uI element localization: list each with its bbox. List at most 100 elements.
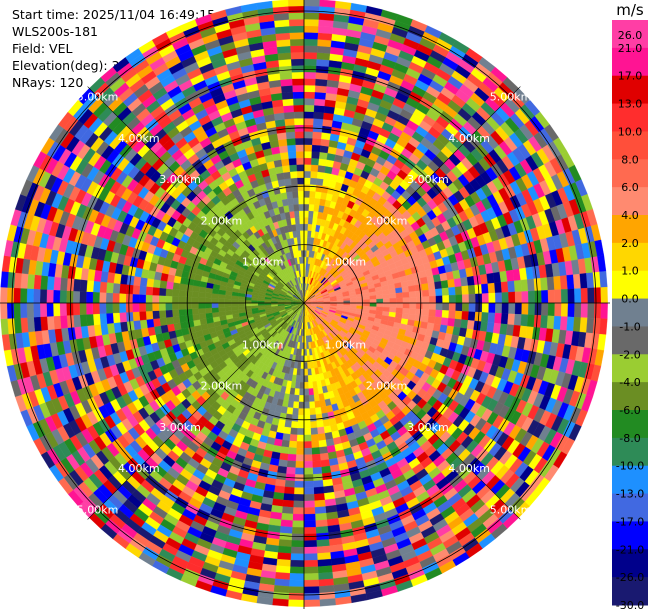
velocity-gate bbox=[317, 558, 332, 567]
velocity-gate bbox=[152, 302, 160, 312]
velocity-gate bbox=[435, 288, 443, 297]
velocity-gate bbox=[79, 302, 87, 315]
velocity-gate bbox=[308, 388, 314, 396]
velocity-gate bbox=[105, 302, 113, 314]
velocity-gate bbox=[178, 302, 186, 310]
velocity-gate bbox=[303, 546, 318, 555]
velocity-gate bbox=[315, 72, 329, 80]
velocity-gate bbox=[191, 296, 199, 304]
velocity-gate bbox=[303, 236, 308, 244]
velocity-gate bbox=[566, 274, 575, 290]
velocity-gate bbox=[283, 486, 295, 495]
velocity-gate bbox=[158, 302, 166, 311]
velocity-gate bbox=[303, 111, 315, 119]
velocity-gate bbox=[415, 308, 423, 316]
velocity-gate bbox=[171, 289, 180, 297]
velocity-gate bbox=[79, 291, 87, 304]
velocity-gate bbox=[382, 293, 390, 300]
velocity-gate bbox=[296, 441, 305, 449]
velocity-gate bbox=[453, 278, 462, 288]
velocity-gate bbox=[401, 286, 410, 293]
velocity-gate bbox=[40, 275, 49, 290]
velocity-gate bbox=[310, 421, 318, 429]
velocity-gate bbox=[99, 292, 107, 304]
velocity-gate bbox=[435, 309, 443, 318]
velocity-gate bbox=[211, 307, 219, 313]
velocity-gate bbox=[303, 91, 316, 99]
velocity-gate bbox=[158, 287, 167, 296]
velocity-gate bbox=[303, 368, 308, 376]
velocity-gate bbox=[468, 302, 476, 313]
velocity-gate bbox=[316, 426, 325, 435]
velocity-gate bbox=[185, 314, 194, 322]
velocity-gate bbox=[119, 293, 127, 304]
velocity-gate bbox=[422, 296, 430, 304]
velocity-gate bbox=[318, 439, 327, 448]
velocity-gate bbox=[593, 302, 602, 319]
velocity-gate bbox=[303, 203, 310, 211]
velocity-gate bbox=[310, 177, 318, 185]
velocity-gate bbox=[79, 314, 88, 327]
velocity-gate bbox=[309, 197, 316, 205]
velocity-gate bbox=[46, 289, 54, 304]
velocity-gate bbox=[303, 118, 314, 126]
velocity-gate bbox=[26, 302, 34, 318]
velocity-gate bbox=[318, 158, 327, 167]
velocity-gate bbox=[138, 294, 146, 304]
velocity-gate bbox=[39, 289, 48, 304]
velocity-gate bbox=[112, 282, 121, 294]
velocity-gate bbox=[288, 440, 297, 449]
velocity-gate bbox=[132, 302, 140, 313]
velocity-gate bbox=[313, 480, 324, 488]
velocity-gate bbox=[395, 292, 404, 299]
velocity-gate bbox=[218, 311, 226, 317]
velocity-gate bbox=[414, 314, 423, 322]
velocity-gate bbox=[0, 318, 9, 335]
velocity-gate bbox=[298, 395, 305, 403]
velocity-gate bbox=[314, 512, 327, 521]
velocity-gate bbox=[369, 302, 377, 307]
velocity-gate bbox=[303, 190, 311, 198]
velocity-gate bbox=[303, 104, 315, 112]
velocity-gate bbox=[521, 291, 529, 304]
velocity-gate bbox=[292, 401, 299, 409]
velocity-gate bbox=[303, 487, 315, 495]
velocity-gate bbox=[294, 467, 305, 475]
velocity-gate bbox=[553, 275, 562, 291]
velocity-gate bbox=[145, 286, 154, 296]
velocity-gate bbox=[280, 519, 293, 528]
velocity-gate bbox=[52, 302, 61, 317]
velocity-gate bbox=[290, 553, 305, 561]
velocity-gate bbox=[205, 312, 213, 319]
velocity-gate bbox=[289, 566, 305, 574]
velocity-gate bbox=[285, 466, 296, 475]
velocity-gate bbox=[303, 553, 318, 561]
velocity-gate bbox=[303, 467, 314, 475]
velocity-gate bbox=[303, 230, 308, 238]
velocity-gate bbox=[92, 313, 101, 326]
velocity-gate bbox=[319, 151, 328, 160]
velocity-gate bbox=[420, 276, 429, 285]
velocity-gate bbox=[460, 277, 469, 287]
velocity-gate bbox=[307, 368, 312, 376]
velocity-gate bbox=[303, 566, 319, 574]
velocity-gate bbox=[218, 302, 226, 308]
velocity-gate bbox=[500, 313, 509, 325]
velocity-gate bbox=[295, 461, 305, 469]
velocity-gate bbox=[415, 296, 423, 304]
velocity-gate bbox=[280, 446, 289, 455]
velocity-gate bbox=[314, 407, 322, 415]
velocity-gate bbox=[541, 290, 549, 304]
velocity-gate bbox=[165, 316, 174, 325]
velocity-gate bbox=[441, 310, 450, 319]
velocity-gate bbox=[303, 428, 312, 436]
velocity-gate bbox=[369, 295, 377, 300]
velocity-gate bbox=[427, 315, 436, 324]
nrays-text: NRays: 120 bbox=[12, 75, 84, 90]
velocity-gate bbox=[145, 310, 154, 320]
velocity-gate bbox=[281, 506, 294, 515]
velocity-gate bbox=[106, 312, 114, 324]
velocity-gate bbox=[171, 309, 180, 317]
velocity-gate bbox=[580, 287, 589, 304]
